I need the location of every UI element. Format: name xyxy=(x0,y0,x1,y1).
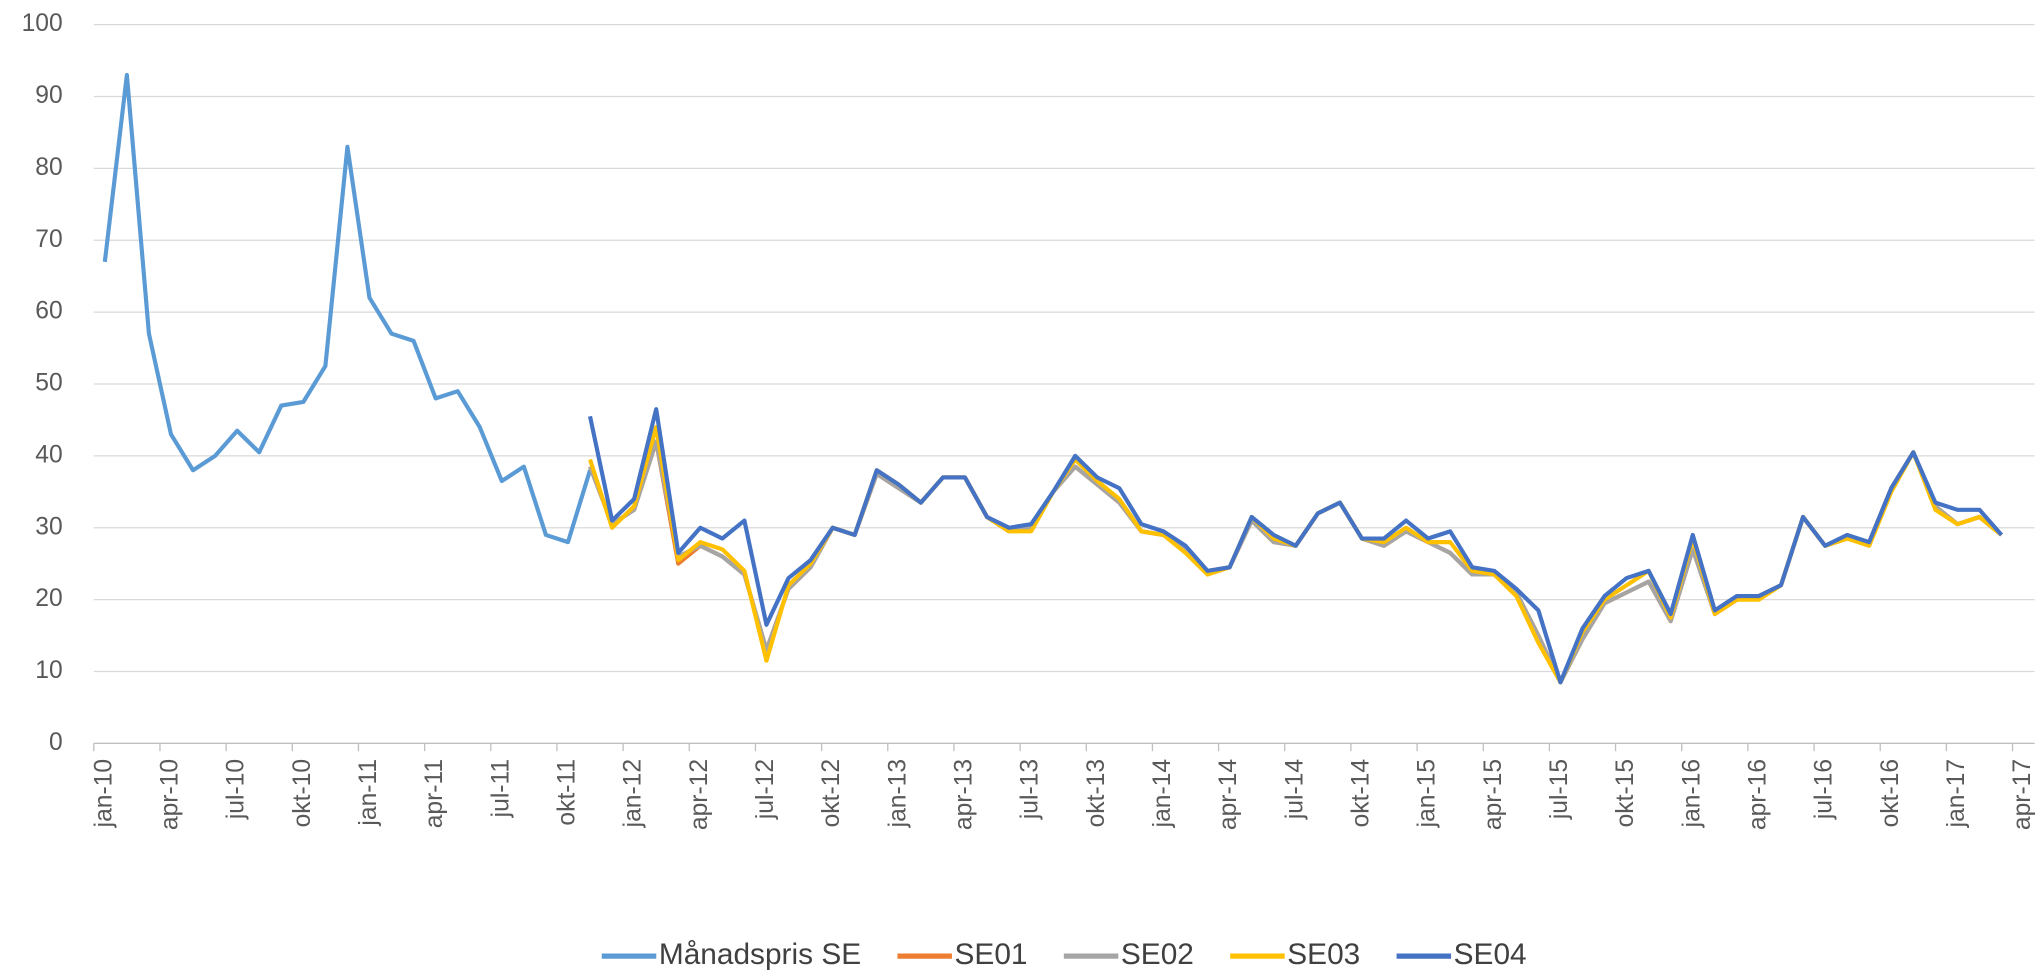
x-tick-label: apr-17 xyxy=(2009,759,2035,830)
y-tick-label: 10 xyxy=(35,657,62,684)
x-tick-label: apr-11 xyxy=(421,759,448,828)
y-tick-label: 20 xyxy=(35,585,62,612)
x-tick-label: jul-15 xyxy=(1546,759,1573,820)
x-tick-label: okt-16 xyxy=(1877,759,1904,827)
legend: Månadspris SE SE01 SE02 SE03 SE04 xyxy=(601,938,1527,971)
x-tick-label: jan-17 xyxy=(1943,759,1970,828)
legend-label: SE04 xyxy=(1454,938,1527,971)
x-tick-label: jan-15 xyxy=(1414,759,1441,828)
x-tick-label: apr-16 xyxy=(1744,759,1771,830)
x-tick-label: okt-13 xyxy=(1083,759,1110,827)
x-tick-label: jul-11 xyxy=(487,759,514,818)
x-tick-label: jan-12 xyxy=(620,759,647,828)
legend-label: SE02 xyxy=(1121,938,1194,971)
x-tick-label: okt-12 xyxy=(818,759,845,827)
x-tick-label: jan-14 xyxy=(1149,759,1176,828)
x-tick-label: okt-14 xyxy=(1347,759,1374,827)
x-tick-label: jan-10 xyxy=(90,759,117,828)
x-tick-label: okt-11 xyxy=(553,759,580,826)
x-tick-label: apr-12 xyxy=(686,759,713,830)
x-tick-label: apr-10 xyxy=(157,759,184,830)
legend-label: SE03 xyxy=(1287,938,1360,971)
x-tick-label: jan-13 xyxy=(884,759,911,828)
x-tick-label: okt-15 xyxy=(1612,759,1639,827)
y-tick-label: 30 xyxy=(35,513,62,540)
legend-label: SE01 xyxy=(955,938,1028,971)
x-tick-label: jan-16 xyxy=(1678,759,1705,828)
y-tick-label: 80 xyxy=(35,154,62,181)
y-tick-label: 70 xyxy=(35,226,62,253)
y-tick-label: 50 xyxy=(35,370,62,397)
y-tick-label: 90 xyxy=(35,82,62,109)
x-tick-label: apr-14 xyxy=(1215,759,1242,830)
x-tick-label: jul-16 xyxy=(1811,759,1838,820)
series-line xyxy=(587,407,2004,685)
x-tick-label: jul-14 xyxy=(1281,759,1308,820)
x-tick-label: jan-11 xyxy=(355,759,382,827)
x-tick-label: okt-10 xyxy=(289,759,316,827)
y-tick-label: 40 xyxy=(35,441,62,468)
legend-label: Månadspris SE xyxy=(659,938,861,971)
x-tick-label: apr-15 xyxy=(1480,759,1507,830)
y-tick-label: 0 xyxy=(49,729,63,756)
x-tick-label: jul-10 xyxy=(223,759,250,820)
x-tick-label: apr-13 xyxy=(950,759,977,830)
x-tick-label: jul-12 xyxy=(752,759,779,820)
y-tick-label: 100 xyxy=(22,10,63,37)
series-line xyxy=(102,72,593,545)
x-tick-label: jul-13 xyxy=(1017,759,1044,820)
y-tick-label: 60 xyxy=(35,298,62,325)
